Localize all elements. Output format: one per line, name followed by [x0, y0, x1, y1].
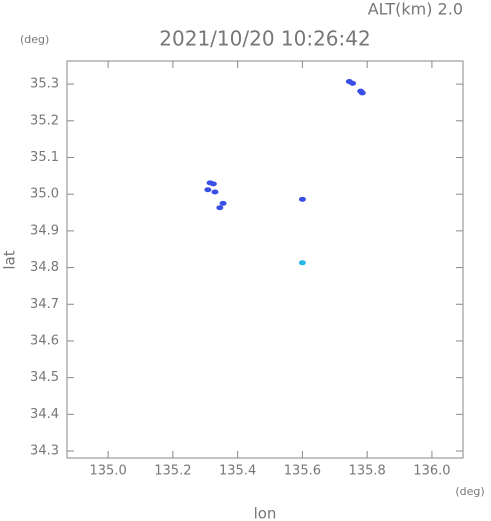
y-tick-label: 34.3	[30, 444, 59, 459]
x-tick-label: 135.2	[154, 464, 191, 479]
echo-point	[211, 189, 219, 195]
plot-frame	[66, 60, 464, 459]
x-tick-label: 136.0	[413, 464, 450, 479]
x-tick-label: 135.6	[284, 464, 321, 479]
x-tick-label: 135.8	[349, 464, 386, 479]
x-unit: (deg)	[455, 485, 484, 498]
y-tick-label: 34.6	[30, 333, 59, 348]
altitude-label: ALT(km) 2.0	[368, 0, 463, 19]
y-unit: (deg)	[20, 33, 49, 46]
y-tick-label: 35.2	[30, 113, 59, 128]
echo-point	[204, 187, 212, 193]
y-tick-label: 35.1	[30, 150, 59, 165]
echo-point	[298, 196, 306, 202]
chart-title: 2021/10/20 10:26:42	[159, 27, 370, 51]
y-tick-label: 34.4	[30, 407, 59, 422]
x-axis-label: lon	[254, 505, 277, 521]
echo-point	[209, 181, 217, 187]
y-tick-label: 35.3	[30, 77, 59, 92]
y-axis-label: lat	[1, 250, 19, 269]
y-tick-label: 34.7	[30, 297, 59, 312]
y-tick-label: 35.0	[30, 187, 59, 202]
echo-point	[298, 260, 306, 266]
x-tick-label: 135.0	[90, 464, 127, 479]
echo-point	[219, 200, 227, 206]
x-tick-label: 135.4	[219, 464, 256, 479]
y-tick-label: 34.8	[30, 260, 59, 275]
echo-point	[349, 80, 357, 86]
echo-point	[358, 90, 366, 96]
y-tick-label: 34.9	[30, 223, 59, 238]
echo-point	[216, 205, 224, 211]
y-tick-label: 34.5	[30, 370, 59, 385]
